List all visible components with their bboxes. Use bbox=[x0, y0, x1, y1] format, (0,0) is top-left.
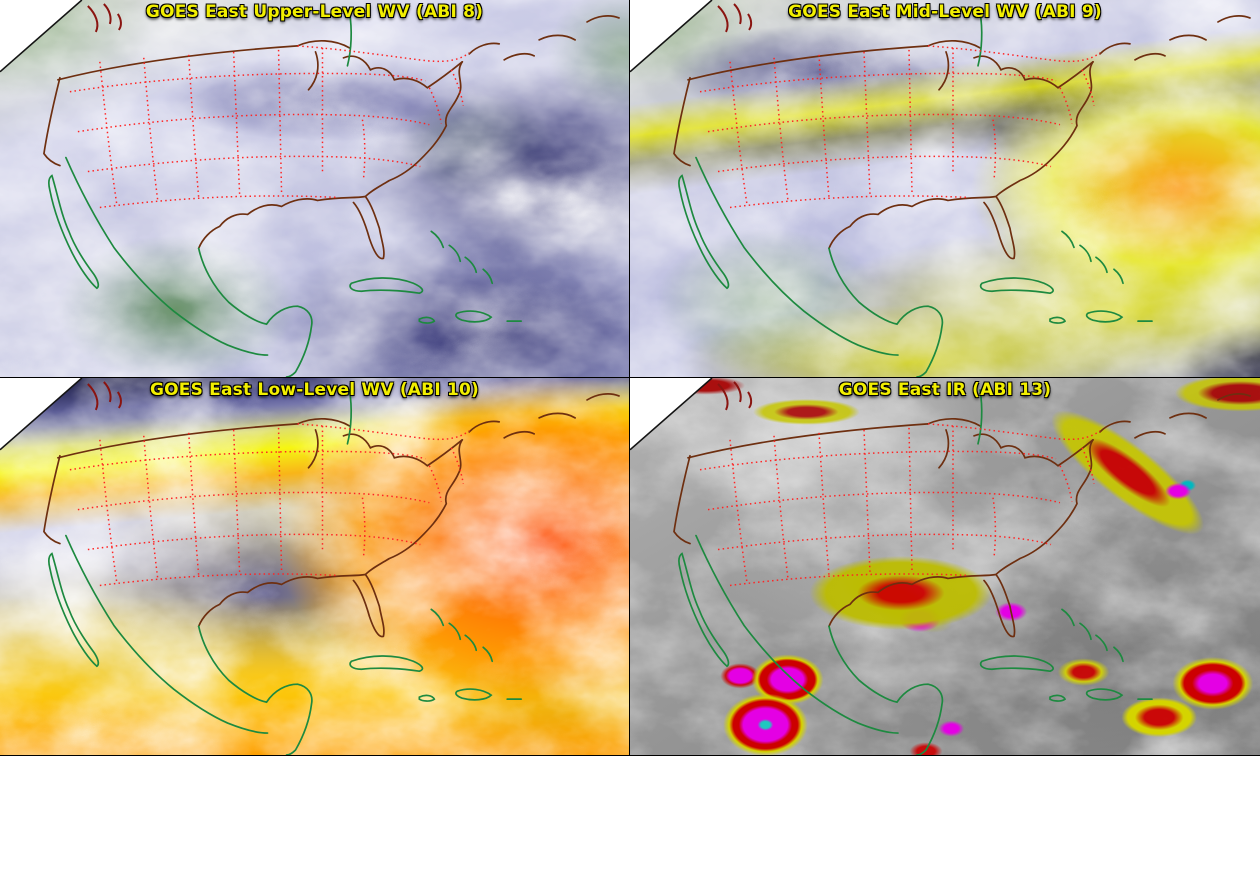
ir-cold-cloud-top-enhancements bbox=[630, 378, 1260, 755]
panel-title: GOES East Low-Level WV (ABI 10) bbox=[149, 380, 479, 400]
panel-title: GOES East IR (ABI 13) bbox=[838, 380, 1052, 400]
map-boundaries-overlay bbox=[630, 0, 1251, 377]
map-boundaries-overlay bbox=[630, 378, 1251, 755]
map-boundaries-overlay bbox=[0, 378, 621, 755]
satellite-panel-grid: GOES East Upper-Level WV (ABI 8) GOES Ea… bbox=[0, 0, 1260, 756]
panel-ir-abi13: GOES East IR (ABI 13) bbox=[630, 378, 1260, 756]
panel-title: GOES East Upper-Level WV (ABI 8) bbox=[145, 2, 484, 22]
cloud-texture-layer bbox=[0, 378, 629, 755]
panel-upper-level-wv-abi8: GOES East Upper-Level WV (ABI 8) bbox=[0, 0, 630, 378]
cloud-texture-layer bbox=[630, 0, 1260, 377]
panel-low-level-wv-abi10: GOES East Low-Level WV (ABI 10) bbox=[0, 378, 630, 756]
cloud-texture-layer bbox=[0, 0, 629, 377]
footer-bar: 175200225250275300325 175200225250275300… bbox=[0, 756, 1260, 881]
panel-mid-level-wv-abi9: GOES East Mid-Level WV (ABI 9) bbox=[630, 0, 1260, 378]
map-boundaries-overlay bbox=[0, 0, 621, 377]
panel-title: GOES East Mid-Level WV (ABI 9) bbox=[788, 2, 1102, 22]
